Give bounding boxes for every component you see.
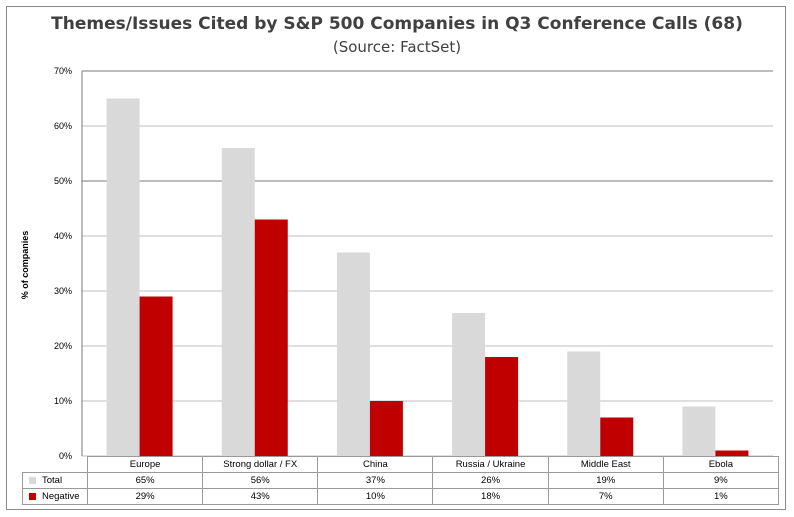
data-label: 37% bbox=[317, 472, 434, 489]
data-label: 1% bbox=[662, 488, 779, 505]
chart-subtitle: (Source: FactSet) bbox=[332, 38, 462, 56]
legend-label: Total bbox=[42, 475, 63, 486]
bar-negative bbox=[600, 417, 634, 456]
category-label: Middle East bbox=[547, 456, 664, 473]
y-tick-label: 0% bbox=[59, 451, 72, 461]
data-label: 19% bbox=[547, 472, 664, 489]
bar-negative bbox=[139, 296, 173, 456]
y-tick-label: 70% bbox=[54, 66, 72, 76]
category-label: Ebola bbox=[662, 456, 779, 473]
bar-total bbox=[682, 406, 716, 456]
category-label: Europe bbox=[86, 456, 204, 473]
bar-negative bbox=[715, 450, 749, 456]
data-label: 26% bbox=[432, 472, 549, 489]
bar-negative bbox=[254, 219, 288, 456]
bar-total bbox=[567, 351, 601, 456]
legend-label: Negative bbox=[42, 491, 80, 502]
legend-entry: Total bbox=[22, 472, 88, 489]
category-label: Russia / Ukraine bbox=[432, 456, 549, 473]
data-table-corner bbox=[22, 456, 88, 473]
y-tick-label: 60% bbox=[54, 121, 72, 131]
y-tick-label: 40% bbox=[54, 231, 72, 241]
data-label: 29% bbox=[86, 488, 204, 505]
table-row: Total 65% 56% 37% 26% 19% 9% bbox=[22, 472, 779, 489]
table-row: Negative 29% 43% 10% 18% 7% 1% bbox=[22, 488, 779, 505]
bar-total bbox=[106, 98, 140, 456]
data-label: 7% bbox=[547, 488, 664, 505]
y-tick-label: 50% bbox=[54, 176, 72, 186]
category-label: China bbox=[317, 456, 434, 473]
data-label: 43% bbox=[202, 488, 319, 505]
bar-total bbox=[336, 252, 370, 456]
bar-negative bbox=[369, 401, 403, 456]
legend-swatch bbox=[29, 492, 36, 500]
chart-frame bbox=[6, 6, 786, 510]
category-label: Strong dollar / FX bbox=[202, 456, 319, 473]
bar-total bbox=[452, 313, 486, 456]
bar-negative bbox=[485, 357, 519, 456]
legend-entry: Negative bbox=[22, 488, 88, 505]
data-label: 10% bbox=[317, 488, 434, 505]
data-label: 18% bbox=[432, 488, 549, 505]
data-label: 56% bbox=[202, 472, 319, 489]
legend-swatch bbox=[29, 476, 36, 484]
data-label: 9% bbox=[662, 472, 779, 489]
data-table: Europe Strong dollar / FX China Russia / Uk… bbox=[22, 456, 779, 505]
chart-title: Themes/Issues Cited by S&P 500 Companies… bbox=[51, 14, 743, 34]
bar-total bbox=[221, 148, 255, 456]
y-tick-label: 30% bbox=[54, 286, 72, 296]
data-label: 65% bbox=[86, 472, 204, 489]
y-tick-label: 10% bbox=[54, 396, 72, 406]
y-tick-label: 20% bbox=[54, 341, 72, 351]
